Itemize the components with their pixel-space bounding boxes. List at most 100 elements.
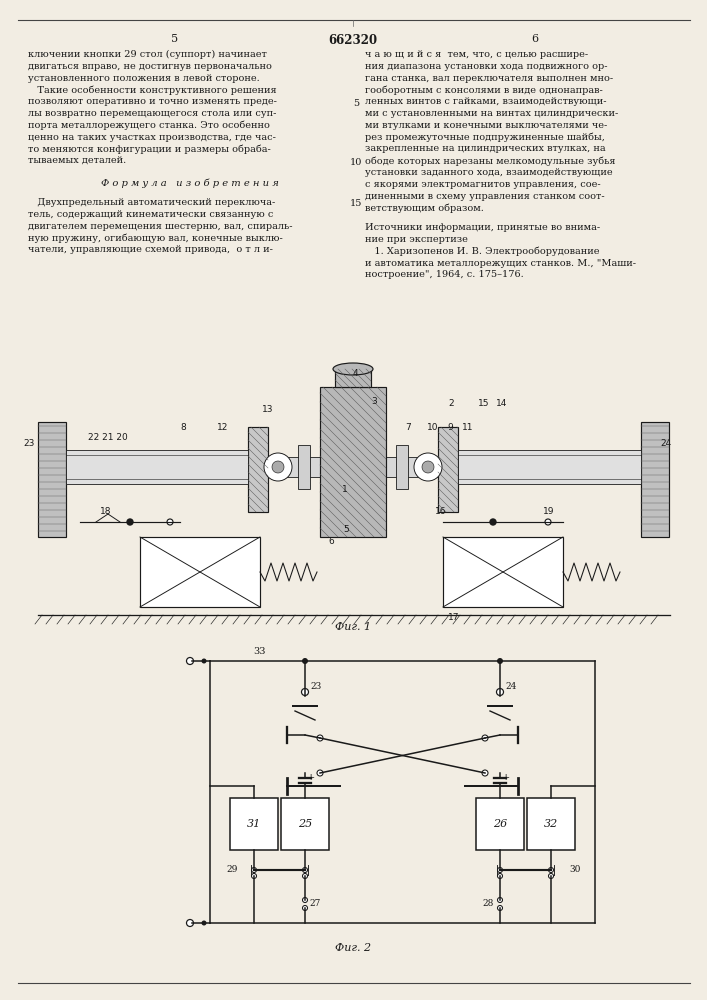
Text: 1: 1: [342, 486, 348, 494]
Text: гооборотным с консолями в виде однонаправ-: гооборотным с консолями в виде однонапра…: [365, 85, 603, 95]
Text: 6: 6: [328, 538, 334, 546]
Bar: [396, 445, 408, 489]
Bar: [298, 445, 310, 489]
Circle shape: [303, 906, 308, 910]
Text: 8: 8: [180, 422, 186, 432]
Text: рез промежуточные подпружиненные шайбы,: рез промежуточные подпружиненные шайбы,: [365, 133, 605, 142]
Circle shape: [545, 519, 551, 525]
Circle shape: [317, 770, 323, 776]
Text: 6: 6: [532, 34, 539, 44]
Text: Источники информации, принятые во внима-: Источники информации, принятые во внима-: [365, 223, 600, 232]
Text: 5: 5: [171, 34, 179, 44]
Text: ми с установленными на винтах цилиндрически-: ми с установленными на винтах цилиндриче…: [365, 109, 618, 118]
Circle shape: [252, 867, 257, 872]
Text: 1. Харизопенов И. В. Электрооборудование: 1. Харизопенов И. В. Электрооборудование: [365, 247, 600, 256]
Text: двигаться вправо, не достигнув первоначально: двигаться вправо, не достигнув первонача…: [28, 62, 272, 71]
Text: гана станка, вал переключателя выполнен мно-: гана станка, вал переключателя выполнен …: [365, 74, 613, 83]
Text: 22 21 20: 22 21 20: [88, 432, 128, 442]
Text: 9: 9: [447, 422, 453, 432]
Text: порта металлорежущего станка. Это особенно: порта металлорежущего станка. Это особен…: [28, 121, 270, 130]
Text: 15: 15: [478, 399, 489, 408]
Bar: [248, 427, 268, 512]
Bar: [281, 798, 329, 850]
Text: 16: 16: [435, 508, 447, 516]
Circle shape: [490, 519, 496, 525]
Circle shape: [264, 453, 292, 481]
Circle shape: [252, 874, 257, 879]
Text: Такие особенности конструктивного решения: Такие особенности конструктивного решени…: [28, 85, 276, 95]
Circle shape: [201, 658, 206, 664]
Circle shape: [302, 658, 308, 664]
Text: чатели, управляющие схемой привода,  о т л и-: чатели, управляющие схемой привода, о т …: [28, 245, 273, 254]
Text: 14: 14: [496, 399, 508, 408]
Circle shape: [303, 898, 308, 902]
Text: 26: 26: [493, 819, 507, 829]
Text: установки заданного хода, взаимодействующие: установки заданного хода, взаимодействую…: [365, 168, 613, 177]
Text: ния диапазона установки хода подвижного ор-: ния диапазона установки хода подвижного …: [365, 62, 607, 71]
Circle shape: [422, 461, 434, 473]
Bar: [458, 450, 641, 484]
Text: 28: 28: [482, 900, 493, 908]
Bar: [438, 427, 458, 512]
Bar: [641, 422, 669, 537]
Text: Фиг. 1: Фиг. 1: [335, 622, 371, 632]
Ellipse shape: [333, 363, 373, 375]
Bar: [230, 798, 278, 850]
Text: закрепленные на цилиндрических втулках, на: закрепленные на цилиндрических втулках, …: [365, 144, 606, 153]
Circle shape: [482, 770, 488, 776]
Text: 2: 2: [448, 399, 454, 408]
Text: 25: 25: [298, 819, 312, 829]
Text: 4: 4: [352, 369, 358, 378]
Text: ностроение", 1964, с. 175–176.: ностроение", 1964, с. 175–176.: [365, 270, 524, 279]
Circle shape: [303, 867, 308, 872]
Text: 12: 12: [217, 422, 228, 432]
Text: ние при экспертизе: ние при экспертизе: [365, 235, 468, 244]
Text: 24: 24: [505, 682, 516, 691]
Text: 5: 5: [343, 526, 349, 534]
Circle shape: [272, 461, 284, 473]
Text: двигателем перемещения шестерню, вал, спираль-: двигателем перемещения шестерню, вал, сп…: [28, 222, 293, 231]
Text: 17: 17: [448, 612, 460, 621]
Text: 33: 33: [254, 647, 267, 656]
Circle shape: [201, 920, 206, 926]
Text: ценно на таких участках производства, где час-: ценно на таких участках производства, гд…: [28, 133, 276, 142]
Bar: [320, 387, 386, 537]
Text: тель, содержащий кинематически связанную с: тель, содержащий кинематически связанную…: [28, 210, 274, 219]
Circle shape: [549, 874, 554, 879]
Text: с якорями электромагнитов управления, сое-: с якорями электромагнитов управления, со…: [365, 180, 601, 189]
Text: 15: 15: [350, 199, 362, 208]
Bar: [335, 369, 371, 387]
Text: ную пружину, огибающую вал, конечные выклю-: ную пружину, огибающую вал, конечные вык…: [28, 233, 283, 243]
Circle shape: [498, 906, 503, 910]
Circle shape: [317, 735, 323, 741]
Text: диненными в схему управления станком соот-: диненными в схему управления станком соо…: [365, 192, 604, 201]
Bar: [38, 422, 66, 537]
Text: 3: 3: [371, 397, 377, 406]
Bar: [66, 450, 248, 484]
Circle shape: [549, 867, 554, 872]
Text: ленных винтов с гайками, взаимодействующи-: ленных винтов с гайками, взаимодействующ…: [365, 97, 607, 106]
Bar: [66, 457, 641, 477]
Text: ободе которых нарезаны мелкомодульные зубья: ободе которых нарезаны мелкомодульные зу…: [365, 156, 616, 166]
Text: 29: 29: [226, 865, 238, 874]
Text: 10: 10: [350, 158, 362, 167]
Text: 24: 24: [660, 440, 671, 448]
Circle shape: [498, 898, 503, 902]
Text: 31: 31: [247, 819, 261, 829]
Bar: [443, 537, 563, 607]
Text: 13: 13: [262, 406, 274, 414]
Text: ми втулками и конечными выключателями че-: ми втулками и конечными выключателями че…: [365, 121, 607, 130]
Circle shape: [187, 920, 194, 926]
Circle shape: [482, 735, 488, 741]
Text: 5: 5: [353, 99, 359, 108]
Circle shape: [301, 688, 308, 696]
Text: 23: 23: [310, 682, 321, 691]
Bar: [140, 537, 260, 607]
Text: 19: 19: [543, 508, 554, 516]
Text: Фиг. 2: Фиг. 2: [335, 943, 371, 953]
Circle shape: [127, 519, 133, 525]
Text: 32: 32: [544, 819, 558, 829]
Text: 10: 10: [427, 422, 439, 432]
Text: позволяют оперативно и точно изменять преде-: позволяют оперативно и точно изменять пр…: [28, 97, 277, 106]
Text: +: +: [502, 773, 510, 782]
